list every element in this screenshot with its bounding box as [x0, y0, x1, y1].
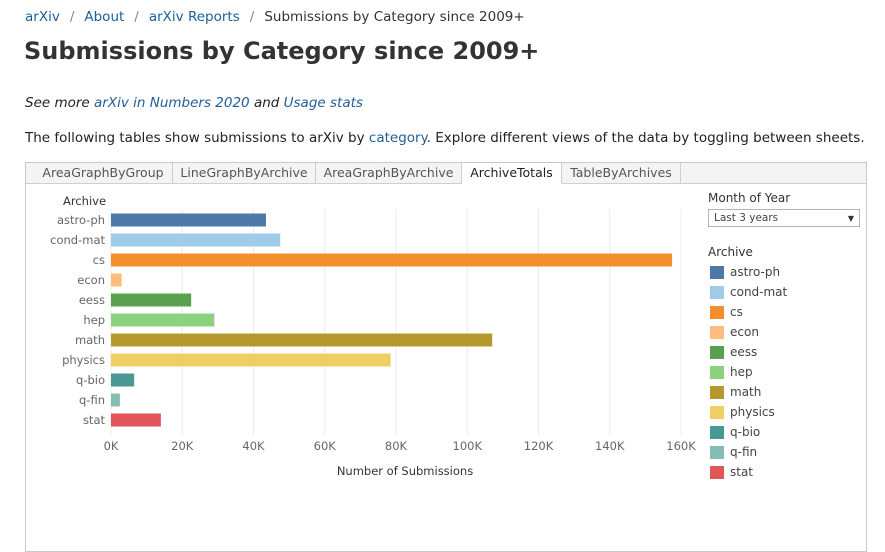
bar-chart: Archive astro-ph cond-mat cs econ eess hep math…	[50, 194, 696, 478]
category-label: cond-mat	[50, 233, 105, 247]
bar-cond-mat	[111, 233, 281, 247]
breadcrumb-separator: /	[69, 9, 75, 25]
category-label: stat	[83, 413, 106, 427]
legend-label: q-bio	[730, 425, 761, 439]
tab-areagraphbygroup[interactable]: AreaGraphByGroup	[34, 163, 173, 184]
arxiv-in-numbers-link[interactable]: arXiv in Numbers 2020	[94, 95, 250, 111]
legend-swatch	[710, 466, 724, 479]
legend-swatch	[710, 346, 724, 359]
bar-astro-ph	[111, 213, 266, 227]
bar-econ	[111, 273, 122, 287]
tab-linegraphbyarchive[interactable]: LineGraphByArchive	[173, 163, 316, 184]
category-link[interactable]: category	[368, 130, 427, 146]
tableau-viz: AreaGraphByGroup LineGraphByArchive Area…	[25, 162, 867, 552]
bar-q-fin	[111, 393, 120, 407]
legend-label: cond-mat	[730, 285, 788, 299]
filter-title: Month of Year	[708, 191, 791, 205]
category-label: q-fin	[79, 393, 105, 407]
category-label: astro-ph	[57, 213, 105, 227]
usage-stats-link[interactable]: Usage stats	[283, 95, 363, 111]
tab-archivetotals[interactable]: ArchiveTotals	[462, 163, 562, 184]
category-label: math	[75, 333, 105, 347]
page-title: Submissions by Category since 2009+	[24, 37, 540, 65]
x-tick-label: 140K	[595, 439, 625, 453]
x-tick-label: 40K	[242, 439, 265, 453]
bar-physics	[111, 353, 391, 367]
month-of-year-select[interactable]: Last 3 years ▼	[708, 209, 860, 227]
legend-swatch	[710, 286, 724, 299]
tab-areagraphbyarchive[interactable]: AreaGraphByArchive	[316, 163, 462, 184]
legend-swatch	[710, 406, 724, 419]
category-label: q-bio	[76, 373, 105, 387]
legend-title: Archive	[708, 245, 753, 259]
legend-label: cs	[730, 305, 743, 319]
legend-label: econ	[730, 325, 759, 339]
legend-label: eess	[730, 345, 758, 359]
legend-swatch	[710, 326, 724, 339]
x-tick-label: 20K	[171, 439, 194, 453]
y-axis-title: Archive	[63, 194, 106, 208]
breadcrumb-reports-link[interactable]: arXiv Reports	[148, 9, 240, 25]
bar-cs	[111, 253, 673, 267]
breadcrumb: arXiv / About / arXiv Reports / Submissions by…	[25, 9, 525, 25]
intro-text: The following tables show submissions to…	[25, 130, 865, 146]
legend-label: math	[730, 385, 762, 399]
see-more-middle: and	[249, 95, 284, 111]
x-axis-title: Number of Submissions	[337, 464, 473, 478]
x-tick-label: 160K	[666, 439, 696, 453]
breadcrumb-arxiv-link[interactable]: arXiv	[25, 9, 60, 25]
legend-swatch	[710, 306, 724, 319]
x-tick-label: 0K	[104, 439, 119, 453]
x-tick-label: 120K	[524, 439, 554, 453]
breadcrumb-separator: /	[134, 9, 139, 25]
category-label: physics	[62, 353, 105, 367]
category-label: hep	[83, 313, 105, 327]
chevron-down-icon: ▼	[847, 214, 854, 223]
legend-swatch	[710, 446, 724, 459]
tab-tablebyarchives[interactable]: TableByArchives	[562, 163, 681, 184]
bar-hep	[111, 313, 215, 327]
legend-label: stat	[730, 465, 754, 479]
intro-after: . Explore different views of the data by…	[426, 130, 865, 146]
x-tick-label: 80K	[385, 439, 408, 453]
see-more-prefix: See more	[25, 95, 95, 111]
bar-q-bio	[111, 373, 135, 387]
legend-label: astro-ph	[730, 265, 781, 279]
breadcrumb-separator: /	[249, 9, 255, 25]
bar-eess	[111, 293, 192, 307]
breadcrumb-current: Submissions by Category since 2009+	[264, 9, 525, 25]
legend-swatch	[710, 386, 724, 399]
see-more-line: See more arXiv in Numbers 2020 and Usage…	[25, 95, 363, 111]
category-label: eess	[79, 293, 105, 307]
select-value: Last 3 years	[714, 212, 779, 224]
legend-swatch	[710, 266, 724, 279]
sheet-tabs: AreaGraphByGroup LineGraphByArchive Area…	[26, 163, 866, 184]
legend-label: physics	[730, 405, 775, 419]
bar-math	[111, 333, 493, 347]
intro-before: The following tables show submissions to…	[25, 130, 369, 146]
legend-swatch	[710, 426, 724, 439]
category-label: econ	[77, 273, 105, 287]
bar-stat	[111, 413, 161, 427]
legend-swatch	[710, 366, 724, 379]
legend-label: hep	[730, 365, 753, 379]
x-tick-label: 100K	[453, 439, 483, 453]
x-tick-label: 60K	[314, 439, 337, 453]
category-label: cs	[93, 253, 105, 267]
legend-label: q-fin	[730, 445, 758, 459]
breadcrumb-about-link[interactable]: About	[84, 9, 125, 25]
